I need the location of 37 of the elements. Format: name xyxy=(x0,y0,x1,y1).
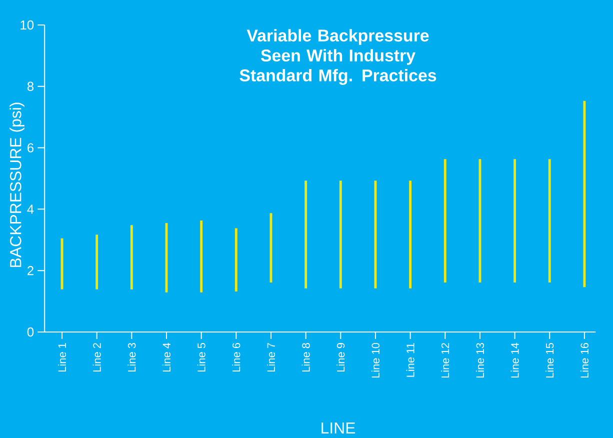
x-tick-label: Line 11 xyxy=(406,343,414,377)
bar xyxy=(548,159,551,283)
y-axis-title: BACKPRESSURE (psi) xyxy=(10,102,24,267)
x-tick-label: Line 1 xyxy=(58,343,66,372)
bar xyxy=(200,220,203,292)
x-tick-label: Line 4 xyxy=(162,342,171,372)
y-tick-label: 10 xyxy=(20,20,34,30)
x-tick-label: Line 12 xyxy=(441,343,450,378)
x-tick-label: Line 14 xyxy=(510,342,519,378)
x-tick-label: Line 5 xyxy=(197,342,206,372)
bar xyxy=(409,180,412,288)
x-tick-label: Line 8 xyxy=(302,343,310,372)
y-tick-label: 4 xyxy=(27,204,34,214)
y-tick-label: 8 xyxy=(27,82,34,91)
x-axis-title: LINE xyxy=(322,422,356,434)
bar xyxy=(234,228,238,292)
y-tick-label: 2 xyxy=(28,266,34,276)
text: Variable Backpressure Seen With Industry Standard Mfg. Practices xyxy=(240,29,436,85)
x-tick-label: Line 9 xyxy=(336,343,345,372)
bar xyxy=(304,180,308,288)
x-tick-label: Line 16 xyxy=(580,343,588,378)
x-tick-label: Line 7 xyxy=(266,343,276,372)
x-tick-label: Line 2 xyxy=(92,343,101,372)
bar xyxy=(339,180,342,288)
bar xyxy=(130,225,133,290)
x-tick-label: Line 10 xyxy=(371,342,380,378)
bar xyxy=(444,159,446,283)
y-tick-label: 0 xyxy=(27,327,34,337)
x-tick-label: Line 3 xyxy=(128,343,136,372)
bar xyxy=(96,234,98,290)
y-tick-label: 6 xyxy=(28,143,34,152)
x-tick-label: Line 6 xyxy=(232,343,240,372)
bar xyxy=(478,159,482,283)
x-tick-label: Line 13 xyxy=(476,343,484,378)
x-tick-label: Line 15 xyxy=(546,342,554,378)
bar xyxy=(583,100,586,288)
bar xyxy=(514,159,516,283)
